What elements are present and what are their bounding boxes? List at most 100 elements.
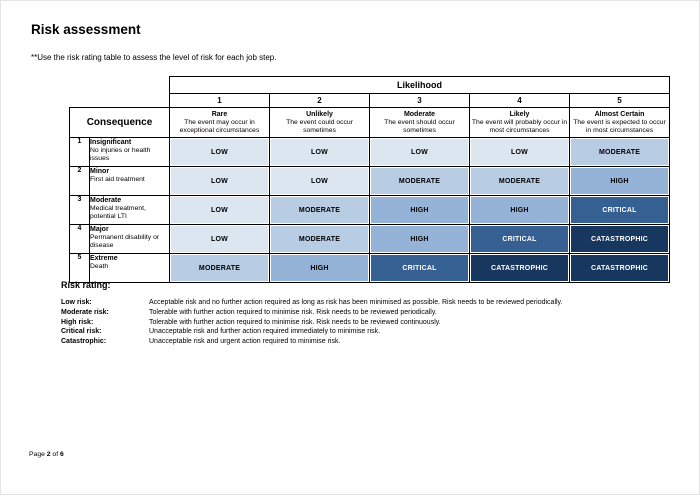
consequence-label-cell: Extreme Death — [89, 253, 170, 283]
risk-rating-cell: CATASTROPHIC — [469, 253, 570, 283]
consequence-number: 5 — [69, 253, 90, 283]
likelihood-descriptor-cell: Rare The event may occur in exceptional c… — [169, 107, 270, 138]
risk-rating-item: Critical risk: Unacceptable risk and furt… — [61, 327, 671, 337]
risk-rating-cell: CRITICAL — [568, 195, 671, 225]
risk-rating-label: Catastrophic: — [61, 338, 107, 346]
risk-rating-cell: HIGH — [369, 224, 470, 254]
risk-rating-label: Low risk: — [61, 299, 92, 306]
likelihood-name: Unlikely — [306, 110, 333, 118]
likelihood-name: Rare — [211, 110, 228, 118]
risk-rating-cell: LOW — [469, 137, 570, 167]
risk-rating-cell: CATASTROPHIC — [568, 224, 671, 254]
consequence-description: Medical treatment, potential LTI — [90, 205, 146, 220]
risk-rating-cell: HIGH — [469, 195, 570, 225]
consequence-name: Minor — [90, 168, 110, 175]
risk-rating-cell: LOW — [269, 166, 370, 196]
risk-rating-label: Critical risk: — [61, 328, 102, 336]
table-corner-spacer — [70, 94, 170, 108]
risk-rating-label: High risk: — [61, 318, 94, 326]
consequence-label-cell: Insignificant No injuries or health issue… — [89, 137, 170, 167]
risk-rating-cell: HIGH — [369, 195, 470, 225]
consequence-label-cell: Major Permanent disability or disease — [89, 224, 170, 254]
consequence-number: 1 — [69, 137, 90, 167]
risk-rating-description: Tolerable with further action required t… — [149, 318, 441, 326]
likelihood-descriptors-row: Consequence Rare The event may occur in e… — [69, 107, 671, 138]
risk-rating-description: Unacceptable risk and urgent action requ… — [149, 338, 341, 346]
consequence-description: Permanent disability or disease — [90, 234, 160, 249]
risk-rating-cell: MODERATE — [568, 137, 671, 167]
risk-rating-cell: CATASTROPHIC — [568, 253, 671, 283]
consequence-label-cell: Minor First aid treatment — [89, 166, 170, 196]
likelihood-header-row: Likelihood — [70, 76, 671, 94]
likelihood-number: 1 — [169, 93, 270, 108]
footer-page-prefix: Page — [29, 451, 47, 458]
risk-rating-cell: MODERATE — [269, 195, 370, 225]
risk-rating-description: Tolerable with further action required t… — [149, 308, 437, 316]
risk-rating-cell: LOW — [169, 224, 270, 254]
likelihood-header: Likelihood — [168, 76, 671, 94]
consequence-number: 4 — [69, 224, 90, 254]
footer-page-number: 2 — [46, 451, 51, 458]
risk-rating-cell: CRITICAL — [369, 253, 470, 283]
likelihood-description: The event could occur sometimes — [286, 119, 353, 134]
risk-rating-cell: LOW — [269, 137, 370, 167]
risk-rating-item: Moderate risk: Tolerable with further act… — [61, 308, 671, 318]
likelihood-descriptor-cell: Likely The event will probably occur in m… — [469, 107, 570, 138]
consequence-label-cell: Moderate Medical treatment, potential LTI — [89, 195, 170, 225]
footer-separator: of — [50, 451, 60, 458]
likelihood-number: 2 — [269, 93, 370, 108]
risk-rating-list: Low risk: Acceptable risk and no further … — [61, 298, 671, 347]
risk-rating-cell: LOW — [169, 166, 270, 196]
risk-rating-item: Catastrophic: Unacceptable risk and urgen… — [61, 337, 671, 347]
risk-rating-cell: MODERATE — [369, 166, 470, 196]
likelihood-description: The event will probably occur in most ci… — [471, 119, 568, 134]
consequence-name: Moderate — [90, 197, 122, 204]
page-subtitle: **Use the risk rating table to assess th… — [31, 53, 277, 62]
matrix-row: 4 Major Permanent disability or disease LOW… — [69, 224, 671, 254]
risk-rating-description: Acceptable risk and no further action re… — [149, 299, 563, 306]
likelihood-descriptor-cell: Unlikely The event could occur sometimes — [269, 107, 370, 138]
risk-rating-cell: HIGH — [269, 253, 370, 283]
consequence-header: Consequence — [69, 107, 170, 138]
table-corner-spacer — [70, 77, 170, 94]
likelihood-description: The event is expected to occur in most c… — [573, 119, 666, 134]
likelihood-descriptor-cell: Almost Certain The event is expected to o… — [568, 107, 671, 138]
risk-rating-label: Moderate risk: — [61, 308, 109, 316]
matrix-row: 1 Insignificant No injuries or health issu… — [69, 137, 671, 167]
consequence-name: Extreme — [90, 255, 118, 262]
risk-rating-description: Unacceptable risk and further action req… — [149, 328, 381, 336]
footer-total-pages: 6 — [60, 451, 64, 458]
risk-rating-cell: MODERATE — [469, 166, 570, 196]
likelihood-name: Likely — [509, 110, 530, 118]
risk-rating-cell: MODERATE — [269, 224, 370, 254]
consequence-number: 3 — [69, 195, 90, 225]
likelihood-description: The event should occur sometimes — [384, 119, 455, 134]
likelihood-number: 4 — [469, 93, 570, 108]
consequence-name: Insignificant — [90, 139, 132, 146]
risk-rating-cell: MODERATE — [169, 253, 270, 283]
consequence-number: 2 — [69, 166, 90, 196]
likelihood-name: Almost Certain — [594, 110, 645, 118]
matrix-row: 2 Minor First aid treatment LOW LOW MODERATE M… — [69, 166, 671, 196]
consequence-name: Major — [90, 226, 109, 233]
consequence-description: No injuries or health issues — [90, 147, 151, 162]
likelihood-name: Moderate — [403, 110, 436, 118]
risk-rating-cell: LOW — [169, 137, 270, 167]
risk-rating-cell: HIGH — [568, 166, 671, 196]
risk-rating-heading: Risk rating: — [61, 280, 111, 290]
matrix-row: 5 Extreme Death MODERATE HIGH CRITICAL CATASTR… — [69, 253, 671, 283]
consequence-description: First aid treatment — [90, 176, 145, 184]
risk-rating-item: Low risk: Acceptable risk and no further … — [61, 298, 671, 308]
matrix-row: 3 Moderate Medical treatment, potential LT… — [69, 195, 671, 225]
likelihood-number: 3 — [369, 93, 470, 108]
risk-rating-cell: LOW — [169, 195, 270, 225]
likelihood-descriptor-cell: Moderate The event should occur sometimes — [369, 107, 470, 138]
page-title: Risk assessment — [31, 22, 141, 37]
page-footer: Page 2 of 6 — [29, 451, 64, 458]
consequence-description: Death — [90, 263, 109, 271]
likelihood-number: 5 — [568, 93, 671, 108]
likelihood-description: The event may occur in exceptional circu… — [179, 119, 260, 134]
